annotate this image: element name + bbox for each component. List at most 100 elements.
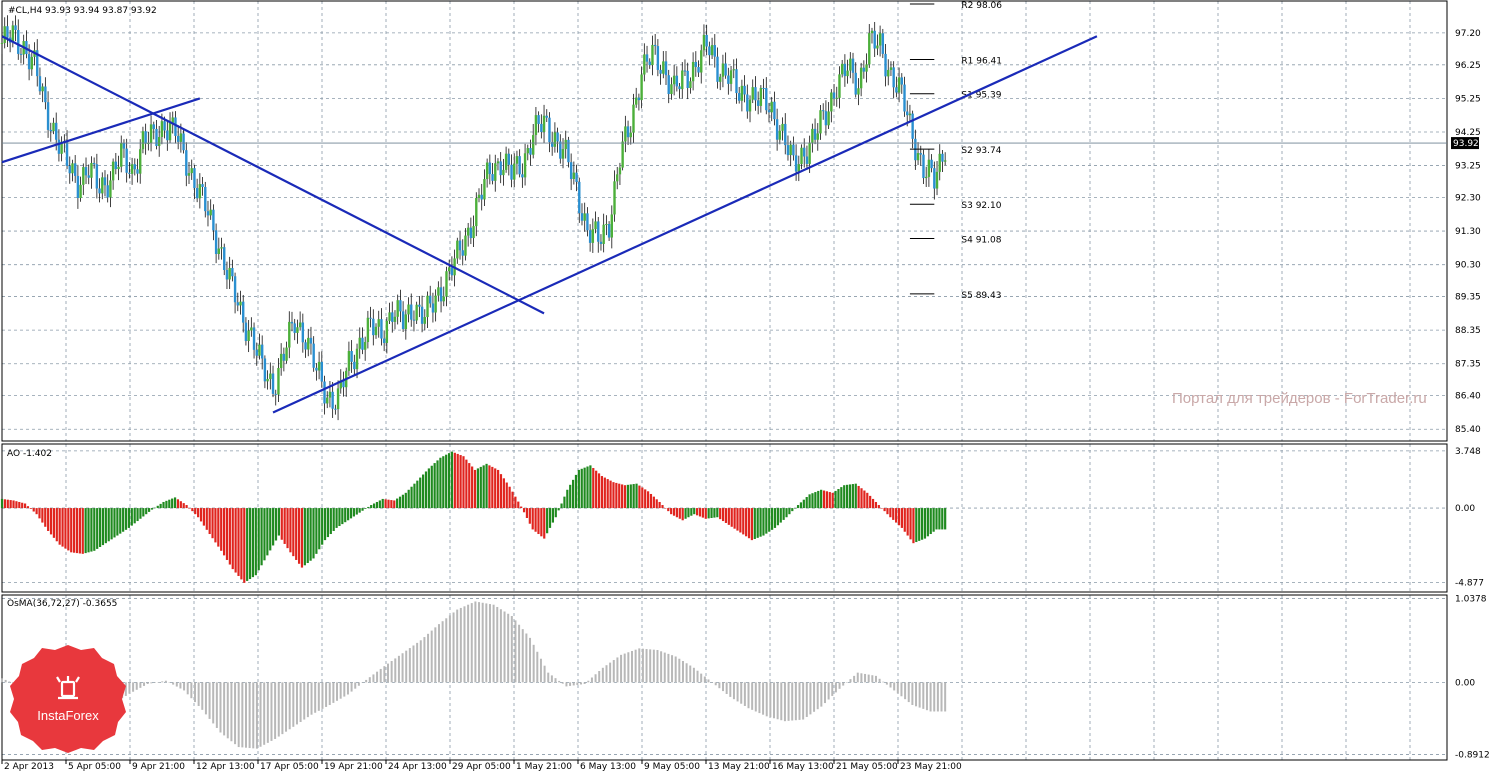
candle-body (756, 100, 760, 106)
ao-bar (75, 508, 79, 554)
axes-labels: 97.20 96.25 95.25 94.25 93.25 92.30 91.30 90.30… (1, 29, 1490, 772)
ao-bar (197, 508, 200, 518)
osma-bar (853, 675, 856, 683)
x-tick-label: 17 Apr 05:00 (260, 762, 319, 772)
ao-bar (119, 508, 122, 534)
candle-body (55, 122, 58, 140)
osma-bar (696, 670, 699, 683)
candle-body (572, 172, 576, 179)
ao-bar (678, 508, 681, 519)
candle-body (515, 156, 519, 164)
candle-body (366, 317, 370, 343)
candle-body (746, 94, 749, 112)
osma-bar (419, 640, 422, 683)
candle-body (754, 87, 757, 101)
candle-body (231, 267, 234, 277)
ao-bar (621, 484, 624, 509)
candle-body (507, 153, 511, 165)
ao-bar (3, 499, 6, 509)
candle-body (792, 144, 795, 156)
osma-bar (823, 682, 826, 704)
ao-bar (104, 508, 107, 544)
candle-body (816, 133, 819, 140)
candle-body (401, 311, 405, 330)
osma-bar (416, 642, 419, 683)
osma-header: OsMA(36,72,27) -0.3655 (7, 599, 117, 609)
osma-bar (514, 620, 517, 683)
candle-body (930, 159, 933, 169)
ao-bar (837, 489, 840, 509)
osma-bar (139, 682, 142, 688)
osma-bar (252, 682, 255, 749)
osma-bar (732, 682, 735, 700)
ao-bar (130, 508, 133, 526)
ao-bar (845, 484, 849, 509)
ao-bar (240, 508, 243, 580)
ao-bar (404, 492, 407, 509)
ao-bar (228, 508, 231, 565)
ao-bar (713, 508, 716, 518)
ao-bar (222, 508, 226, 556)
ao-bar (416, 480, 419, 509)
osma-bar (834, 682, 837, 693)
ao-bar (765, 508, 768, 534)
candle-body (496, 161, 500, 164)
candle-body (155, 128, 158, 146)
candle-body (634, 97, 638, 105)
candle-body (195, 188, 199, 199)
osma-bar (285, 682, 288, 732)
ao-bar (488, 465, 491, 509)
osma-bar (787, 682, 790, 721)
ao-bar (796, 505, 800, 509)
candle-body (239, 301, 242, 306)
candle-body (537, 115, 540, 124)
ao-bar (794, 508, 797, 509)
osma-bar (729, 682, 732, 697)
osma-bar (587, 680, 590, 683)
candle-body (935, 171, 939, 189)
osma-bar (773, 682, 776, 719)
osma-bar (215, 682, 218, 728)
ao-bar (87, 508, 90, 553)
ao-bar (906, 508, 909, 536)
ao-bar (277, 508, 280, 536)
osma-bar (612, 660, 615, 683)
osma-bar (561, 682, 564, 684)
candle-body (95, 164, 99, 189)
candle-body (147, 143, 150, 145)
ao-bar (672, 508, 676, 516)
ao-bar (136, 508, 139, 522)
osma-bar (383, 666, 386, 683)
osma-bar (576, 682, 579, 685)
ao-bar (522, 508, 526, 513)
candle-body (556, 132, 559, 142)
candle-body (721, 63, 725, 77)
candle-body (44, 86, 47, 103)
osma-bar (539, 658, 542, 683)
candle-body (190, 168, 193, 174)
osma-bar (722, 682, 725, 692)
ao-bar (81, 508, 84, 554)
candle-body (710, 45, 714, 56)
ao-bar (355, 508, 358, 515)
ao-bar (220, 508, 223, 551)
candle-body (540, 123, 543, 132)
candle-body (911, 113, 914, 139)
ao-bar (407, 489, 410, 509)
candle-body (466, 227, 470, 236)
osma-bar (448, 615, 451, 683)
osma-bar (842, 682, 845, 686)
candle-body (513, 163, 516, 180)
candle-body (301, 322, 305, 343)
candle-body (784, 123, 787, 146)
osma-bar (365, 679, 368, 683)
ao-bar (283, 508, 286, 544)
ao-bar (869, 495, 872, 509)
osma-bar (405, 650, 408, 683)
osma-bar (132, 682, 135, 692)
candle-body (626, 126, 630, 138)
ao-bar (851, 484, 854, 509)
candle-body (361, 337, 364, 350)
ao-bar (375, 501, 379, 509)
ao-bar (496, 469, 500, 509)
